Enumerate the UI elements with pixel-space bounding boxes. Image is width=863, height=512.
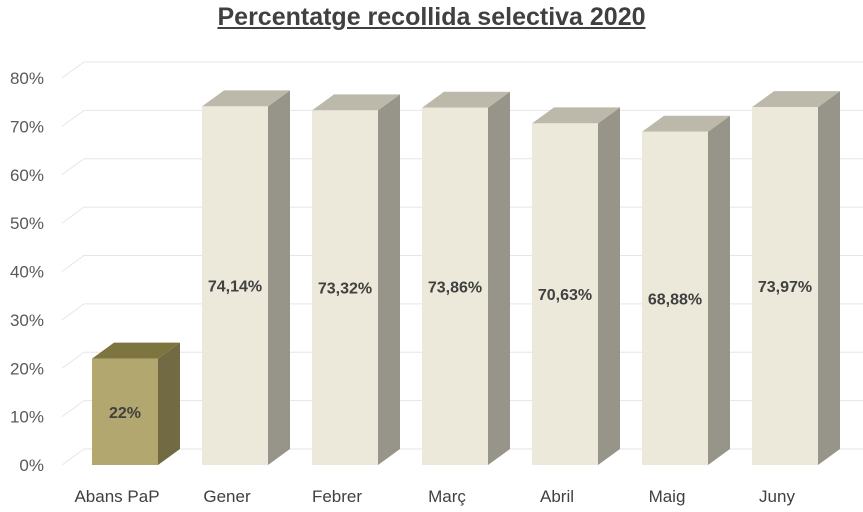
- bars: [92, 90, 840, 466]
- bar-front: [202, 106, 268, 465]
- bar-top: [202, 90, 290, 107]
- y-tick-label: 10%: [10, 408, 44, 427]
- bar: [202, 90, 290, 465]
- chart-title: Percentatge recollida selectiva 2020: [217, 3, 646, 31]
- category-label: Febrer: [312, 487, 362, 506]
- data-label: 22%: [109, 405, 141, 422]
- bar-side: [818, 91, 840, 465]
- y-tick-label: 30%: [10, 311, 44, 330]
- bar: [92, 342, 180, 465]
- bar-front: [422, 107, 488, 466]
- y-tick-label: 50%: [10, 214, 44, 233]
- bar: [532, 107, 620, 465]
- category-label: Gener: [203, 487, 251, 506]
- bar-top: [642, 115, 730, 132]
- y-tick-label: 0%: [19, 456, 44, 475]
- y-tick-label: 40%: [10, 263, 44, 282]
- category-label: Abril: [540, 487, 574, 506]
- bar: [422, 91, 510, 466]
- y-tick-label: 60%: [10, 166, 44, 185]
- category-label: Març: [428, 487, 466, 506]
- data-labels: 22% 74,14% 73,32% 73,86% 70,63% 68,88% 73,97%: [109, 279, 812, 422]
- bar-front: [312, 110, 378, 465]
- y-axis-ticks: 0% 10% 20% 30% 40% 50% 60% 70% 80%: [10, 69, 44, 475]
- bar-top: [312, 94, 400, 111]
- bar-front: [642, 131, 708, 465]
- data-label: 70,63%: [538, 287, 592, 304]
- bar-top: [532, 107, 620, 124]
- bar: [642, 115, 730, 465]
- category-label: Juny: [759, 487, 795, 506]
- bar-side: [708, 115, 730, 465]
- bar-side: [598, 107, 620, 465]
- data-label: 73,86%: [428, 279, 482, 296]
- bar: [752, 91, 840, 465]
- category-label: Abans PaP: [74, 487, 159, 506]
- bar-side: [268, 90, 290, 465]
- bar-side: [378, 94, 400, 465]
- category-label: Maig: [649, 487, 686, 506]
- bar-side: [488, 91, 510, 466]
- bar-top: [422, 91, 510, 108]
- bar-front: [92, 358, 158, 465]
- gridline: [61, 61, 863, 79]
- bar: [312, 94, 400, 465]
- data-label: 73,97%: [758, 279, 812, 296]
- y-tick-label: 20%: [10, 359, 44, 378]
- bar-front: [532, 123, 598, 465]
- bar-top: [92, 342, 180, 359]
- y-tick-label: 80%: [10, 69, 44, 88]
- data-label: 68,88%: [648, 291, 702, 308]
- category-labels: Abans PaP Gener Febrer Març Abril Maig Juny: [74, 487, 795, 506]
- y-tick-label: 70%: [10, 117, 44, 136]
- bar-front: [752, 107, 818, 465]
- data-label: 73,32%: [318, 281, 372, 298]
- bar-side: [158, 342, 180, 465]
- data-label: 74,14%: [208, 279, 262, 296]
- bar-top: [752, 91, 840, 108]
